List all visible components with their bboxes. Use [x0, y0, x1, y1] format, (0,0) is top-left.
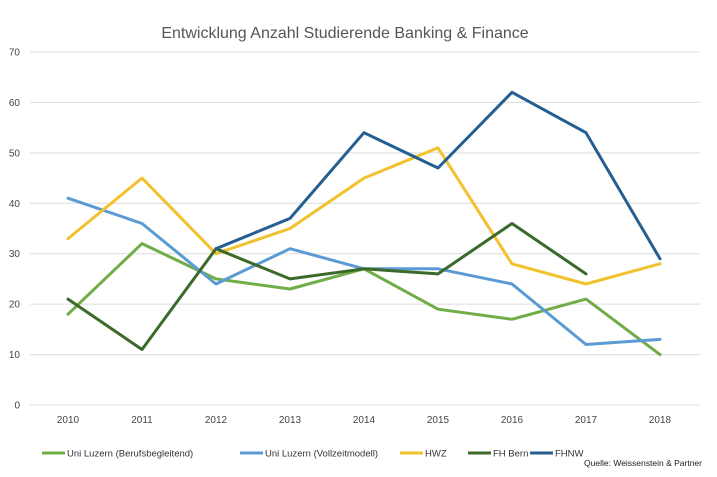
y-tick-label: 60 — [9, 98, 21, 109]
y-tick-label: 10 — [9, 350, 21, 361]
legend-label: Uni Luzern (Berufsbegleitend) — [67, 449, 193, 460]
legend-item: HWZ — [400, 449, 447, 460]
legend: Uni Luzern (Berufsbegleitend) Uni Luzern … — [42, 449, 584, 460]
x-tick-label: 2016 — [501, 415, 524, 426]
x-tick-label: 2011 — [131, 415, 153, 426]
plot-area — [66, 90, 662, 357]
series-line — [66, 196, 662, 346]
legend-item: FH Bern — [468, 449, 528, 460]
series-line — [66, 222, 588, 351]
x-tick-label: 2013 — [279, 415, 302, 426]
legend-item: Uni Luzern (Vollzeitmodell) — [240, 449, 378, 460]
series-line — [214, 90, 662, 261]
y-tick-label: 30 — [9, 249, 21, 260]
y-tick-label: 70 — [9, 48, 21, 59]
y-tick-label: 0 — [14, 401, 20, 412]
x-tick-label: 2018 — [649, 415, 672, 426]
legend-item: Uni Luzern (Berufsbegleitend) — [42, 449, 193, 460]
y-axis: 0 10 20 30 40 50 60 70 — [9, 48, 21, 412]
series-line — [66, 146, 662, 286]
x-tick-label: 2010 — [57, 415, 80, 426]
x-tick-label: 2017 — [575, 415, 598, 426]
legend-label: FH Bern — [493, 449, 528, 460]
x-tick-label: 2012 — [205, 415, 228, 426]
legend-label: HWZ — [425, 449, 447, 460]
legend-label: Uni Luzern (Vollzeitmodell) — [265, 449, 378, 460]
x-tick-label: 2014 — [353, 415, 376, 426]
x-axis: 2010 2011 2012 2013 2014 2015 2016 2017 2018 — [57, 415, 672, 426]
chart-title: Entwicklung Anzahl Studierende Banking &… — [161, 25, 528, 42]
series-line — [66, 242, 662, 357]
y-tick-label: 50 — [9, 148, 21, 159]
y-tick-label: 20 — [9, 300, 21, 311]
grid — [30, 51, 700, 406]
source-note: Quelle: Weissenstein & Partner — [584, 458, 702, 468]
y-tick-label: 40 — [9, 199, 21, 210]
legend-item: FHNW — [530, 449, 584, 460]
x-tick-label: 2015 — [427, 415, 450, 426]
legend-label: FHNW — [555, 449, 584, 460]
